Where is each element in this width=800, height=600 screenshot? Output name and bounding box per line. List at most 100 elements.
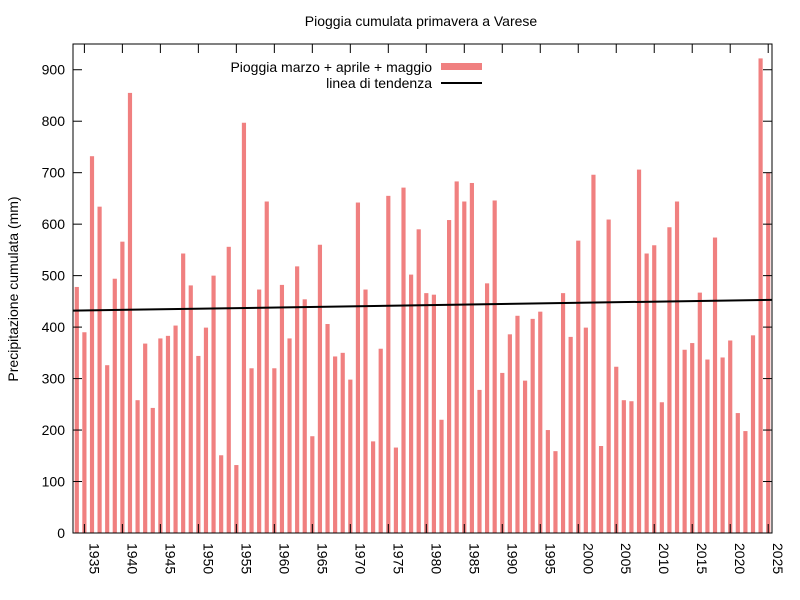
bar-1949 (189, 285, 193, 533)
bar-2013 (675, 202, 679, 533)
bar-2020 (728, 340, 732, 533)
bar-2025 (766, 173, 770, 533)
bar-2016 (698, 293, 702, 533)
bar-2004 (607, 220, 611, 533)
bar-1944 (151, 408, 155, 533)
bar-2017 (705, 360, 709, 533)
x-tick-label: 1970 (352, 543, 368, 574)
bar-2006 (622, 400, 626, 533)
bar-2022 (743, 431, 747, 533)
bar-1995 (538, 312, 542, 533)
bar-2021 (736, 413, 740, 533)
bar-2018 (713, 238, 717, 533)
bar-1971 (356, 203, 360, 533)
x-tick-label: 2010 (656, 543, 672, 574)
bar-1976 (394, 448, 398, 533)
bar-1945 (158, 338, 162, 533)
bar-2009 (645, 254, 649, 534)
bar-1959 (265, 202, 269, 533)
x-tick-label: 1995 (542, 543, 558, 574)
bar-2023 (751, 335, 755, 533)
x-tick-label: 2000 (580, 543, 596, 574)
bar-1968 (333, 356, 337, 533)
bar-1937 (98, 207, 102, 533)
bar-1964 (303, 299, 307, 533)
bar-2019 (721, 357, 725, 533)
bar-1961 (280, 285, 284, 533)
bar-1934 (75, 287, 79, 533)
bar-2003 (599, 446, 603, 533)
x-tick-label: 1965 (314, 543, 330, 574)
bar-1979 (417, 229, 421, 533)
bar-1952 (211, 276, 215, 533)
bar-2011 (660, 402, 664, 533)
bar-1996 (546, 430, 550, 533)
x-tick-label: 1935 (86, 543, 102, 574)
bar-1997 (553, 451, 557, 533)
bar-2002 (591, 175, 595, 533)
y-tick-label: 600 (42, 216, 66, 232)
bar-1948 (181, 254, 185, 534)
bar-1972 (363, 290, 367, 533)
bar-1947 (173, 326, 177, 533)
bar-2005 (614, 367, 618, 533)
x-tick-label: 1955 (238, 543, 254, 574)
bar-1950 (196, 356, 200, 533)
bar-1992 (515, 316, 519, 533)
y-tick-label: 500 (42, 268, 66, 284)
bar-1936 (90, 156, 94, 533)
bar-1970 (348, 380, 352, 533)
legend-label-trend: linea di tendenza (326, 75, 432, 91)
bar-1999 (569, 337, 573, 533)
bar-2007 (629, 401, 633, 533)
bar-1983 (447, 220, 451, 533)
bar-1935 (82, 332, 86, 533)
bar-1975 (386, 196, 390, 533)
bar-1939 (113, 279, 117, 533)
x-tick-label: 1950 (200, 543, 216, 574)
bar-1988 (485, 283, 489, 533)
bar-1942 (135, 400, 139, 533)
bar-1953 (219, 455, 223, 533)
y-tick-label: 0 (57, 525, 65, 541)
bar-1981 (432, 295, 436, 533)
bar-1956 (242, 123, 246, 533)
x-tick-label: 2020 (732, 543, 748, 574)
x-tick-label: 1940 (124, 543, 140, 574)
bar-1954 (227, 247, 231, 533)
bar-1941 (128, 93, 132, 533)
bar-2024 (759, 58, 763, 533)
y-tick-label: 400 (42, 319, 66, 335)
bar-1946 (166, 336, 170, 533)
bar-1991 (508, 334, 512, 533)
bar-2008 (637, 170, 641, 533)
x-tick-label: 2015 (694, 543, 710, 574)
bar-1969 (341, 353, 345, 533)
x-tick-label: 1985 (466, 543, 482, 574)
bar-1960 (272, 368, 276, 533)
bar-1989 (493, 200, 497, 533)
y-tick-label: 300 (42, 371, 66, 387)
bar-2012 (667, 227, 671, 533)
bar-1957 (249, 368, 253, 533)
bar-1966 (318, 245, 322, 533)
bar-1998 (561, 293, 565, 533)
y-tick-label: 200 (42, 422, 66, 438)
x-tick-label: 1960 (276, 543, 292, 574)
bar-2014 (683, 350, 687, 533)
x-tick-label: 1975 (390, 543, 406, 574)
bar-1955 (234, 465, 238, 533)
bar-1974 (379, 349, 383, 533)
bar-2015 (690, 343, 694, 533)
x-tick-label: 1980 (428, 543, 444, 574)
bar-1938 (105, 365, 109, 533)
bar-1965 (310, 436, 314, 533)
bar-1982 (439, 420, 443, 533)
bar-1973 (371, 441, 375, 533)
x-tick-label: 1990 (504, 543, 520, 574)
bar-2010 (652, 245, 656, 533)
bar-1951 (204, 328, 208, 533)
bar-1994 (531, 319, 535, 533)
bar-1993 (523, 381, 527, 533)
trend-line (73, 300, 772, 311)
